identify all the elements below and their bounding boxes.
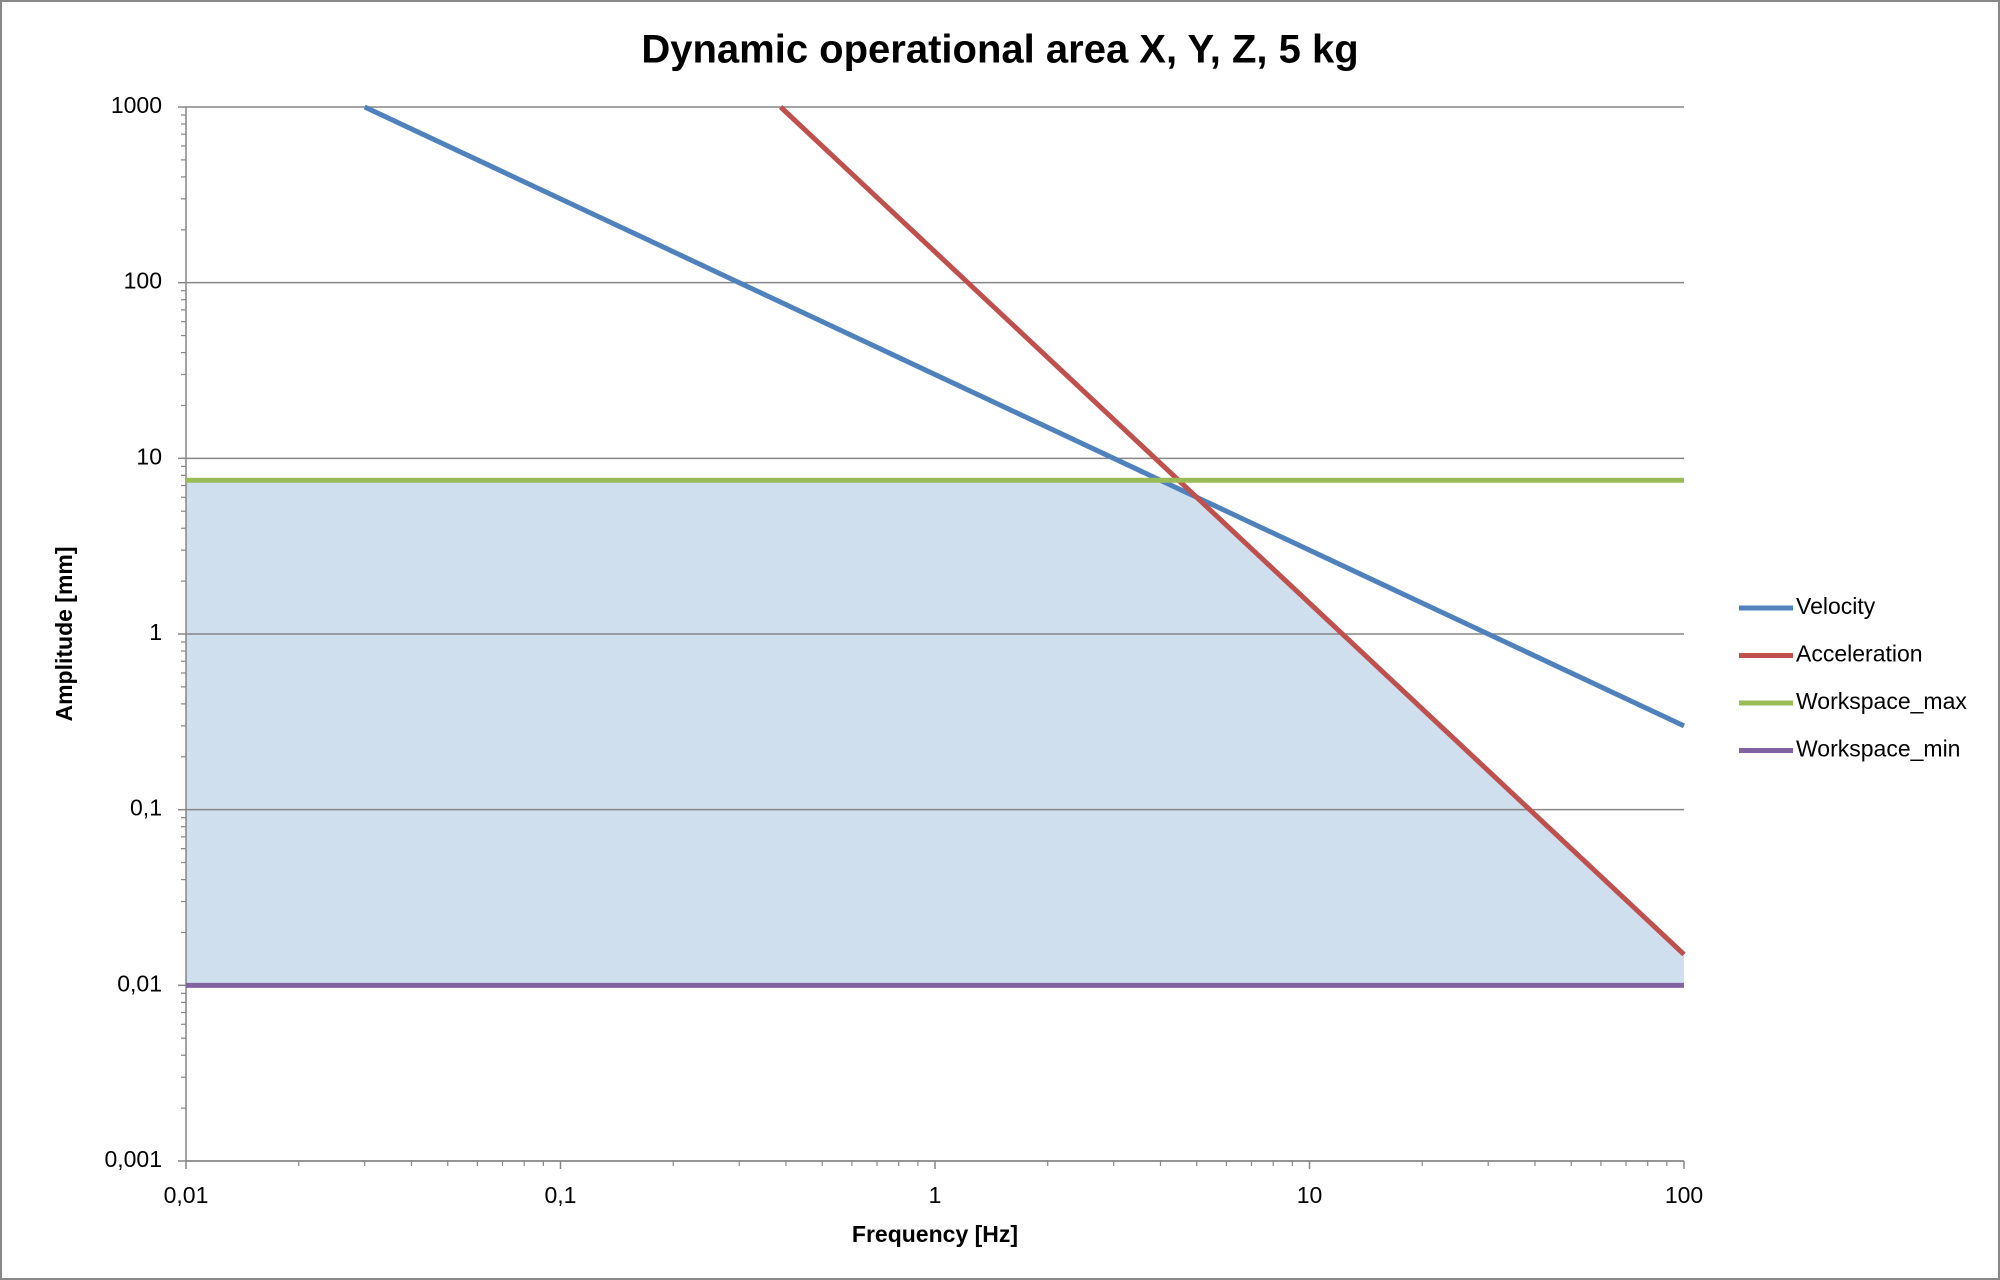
- y-tick-label: 0,01: [117, 970, 162, 996]
- y-tick-label: 100: [124, 268, 162, 294]
- y-axis-label: Amplitude [mm]: [51, 546, 77, 721]
- y-tick-label: 0,001: [104, 1146, 162, 1172]
- x-tick-label: 0,1: [545, 1182, 577, 1208]
- legend-label: Workspace_max: [1796, 688, 1967, 714]
- x-tick-label: 0,01: [164, 1182, 209, 1208]
- x-tick-label: 100: [1665, 1182, 1703, 1208]
- x-tick-label: 1: [929, 1182, 942, 1208]
- series-line: [778, 105, 1686, 957]
- legend-label: Workspace_min: [1796, 736, 1960, 762]
- y-tick-label: 1000: [111, 92, 162, 118]
- y-tick-label: 0,1: [130, 795, 162, 821]
- y-tick-label: 10: [136, 443, 162, 469]
- y-tick-label: 1: [149, 619, 162, 645]
- series-line: [363, 104, 1686, 729]
- legend-label: Velocity: [1796, 593, 1876, 619]
- x-tick-label: 10: [1297, 1182, 1323, 1208]
- chart-title: Dynamic operational area X, Y, Z, 5 kg: [641, 28, 1358, 72]
- x-axis-label: Frequency [Hz]: [852, 1221, 1018, 1247]
- legend-label: Acceleration: [1796, 641, 1923, 667]
